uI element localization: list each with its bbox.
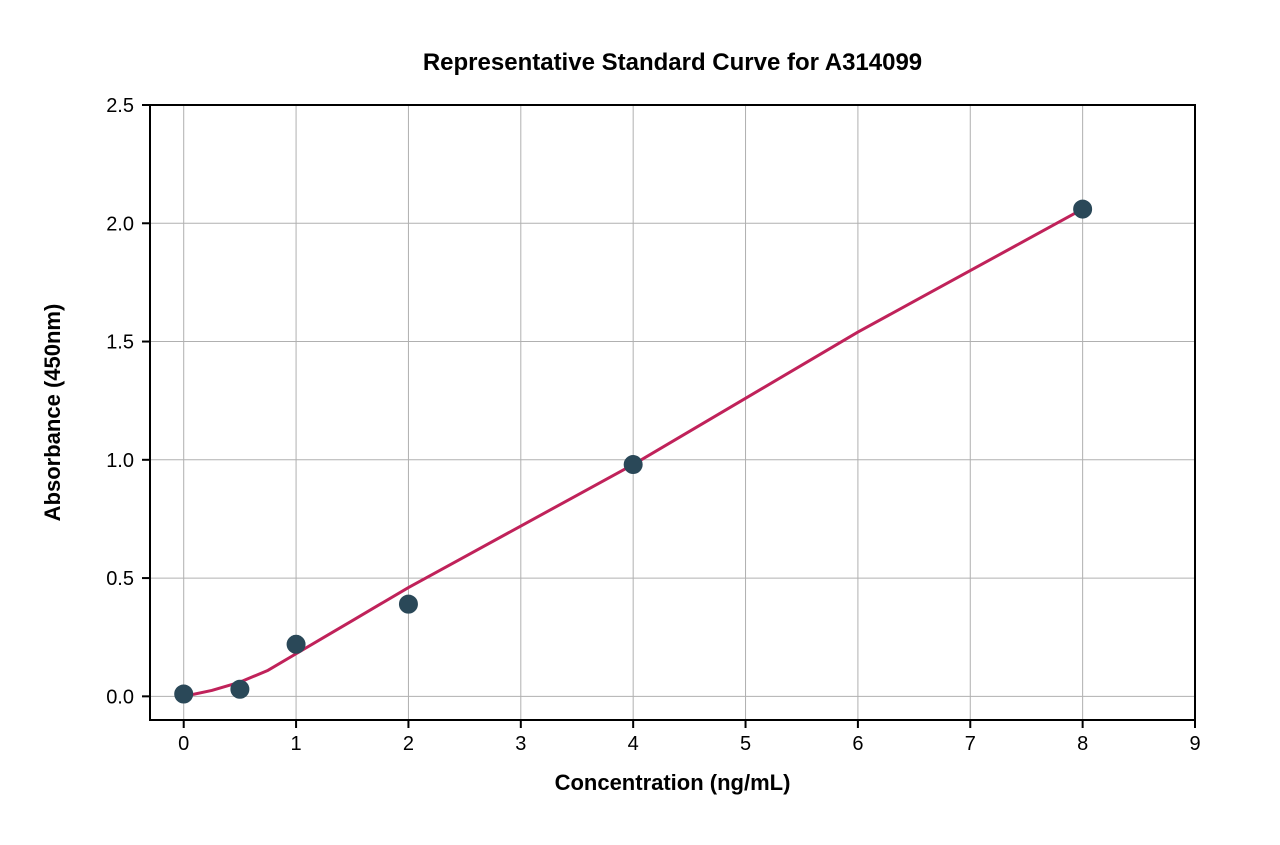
y-axis-label: Absorbance (450nm)	[40, 304, 65, 522]
chart-title: Representative Standard Curve for A31409…	[423, 49, 922, 76]
y-tick-label: 1.0	[106, 450, 134, 472]
y-tick-label: 2.0	[106, 213, 134, 235]
x-tick-label: 0	[178, 733, 189, 755]
data-point	[231, 680, 249, 698]
x-tick-label: 6	[852, 733, 863, 755]
x-tick-label: 5	[740, 733, 751, 755]
x-axis-label: Concentration (ng/mL)	[555, 770, 791, 795]
x-tick-label: 9	[1189, 733, 1200, 755]
data-point	[624, 456, 642, 474]
x-tick-label: 8	[1077, 733, 1088, 755]
x-tick-label: 3	[515, 733, 526, 755]
chart-svg: 0 1 2 3 4 5 6 7 8 9 0.0 0.5 1.0 1.5 2.0 2.5 Representati…	[0, 0, 1280, 845]
x-tick-label: 2	[403, 733, 414, 755]
y-tick-label: 0.0	[106, 686, 134, 708]
x-tick-label: 1	[291, 733, 302, 755]
y-tick-label: 1.5	[106, 332, 134, 354]
data-point	[287, 635, 305, 653]
data-point	[399, 595, 417, 613]
chart-background	[0, 0, 1280, 845]
data-point	[1074, 200, 1092, 218]
y-tick-label: 0.5	[106, 568, 134, 590]
data-point	[175, 685, 193, 703]
y-tick-label: 2.5	[106, 95, 134, 117]
x-tick-label: 7	[965, 733, 976, 755]
x-tick-label: 4	[628, 733, 639, 755]
chart-container: 0 1 2 3 4 5 6 7 8 9 0.0 0.5 1.0 1.5 2.0 2.5 Representati…	[0, 0, 1280, 845]
